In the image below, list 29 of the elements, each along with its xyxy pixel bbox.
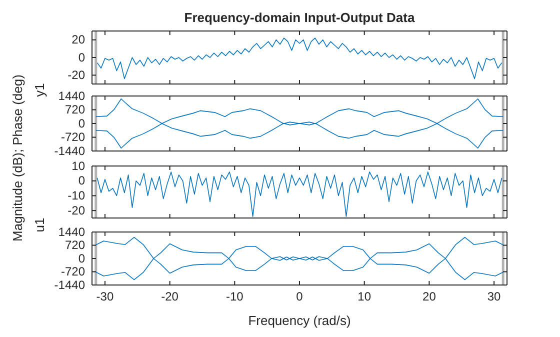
y-tick-label: 0 [78, 50, 86, 64]
x-tick-label: 10 [358, 290, 372, 304]
y-axis-title: Magnitude (dB); Phase (deg) [10, 74, 25, 242]
y-tick-label: 20 [72, 32, 86, 47]
y-tick-label: 720 [64, 102, 86, 117]
y-tick-label: -10 [68, 188, 86, 203]
y-axis-title: u1 [32, 218, 47, 232]
y-tick-label: 0 [78, 174, 86, 188]
x-tick-label: -30 [96, 290, 114, 304]
y-tick-label: -20 [68, 203, 86, 218]
y-tick-label: 1440 [58, 224, 86, 239]
x-axis-title: Frequency (rad/s) [248, 313, 351, 328]
x-tick-label: -10 [226, 290, 244, 304]
y-tick-label: -1440 [54, 278, 86, 292]
y-tick-label: 0 [78, 251, 86, 266]
y-tick-label: 1440 [58, 88, 86, 103]
chart-title: Frequency-domain Input-Output Data [184, 10, 416, 25]
y-axis-title: y1 [32, 83, 47, 97]
y-tick-label: 0 [78, 116, 86, 130]
x-tick-label: -20 [161, 290, 179, 304]
x-tick-label: 30 [487, 290, 502, 304]
y-tick-label: 10 [72, 158, 86, 173]
y-tick-label: -1440 [54, 144, 86, 158]
y-tick-label: -720 [60, 264, 86, 279]
y-tick-label: -20 [68, 68, 86, 82]
x-tick-label: 20 [422, 290, 436, 304]
x-tick-label: 0 [296, 290, 304, 304]
y-tick-label: 720 [64, 238, 86, 252]
y-tick-label: -720 [60, 130, 86, 144]
